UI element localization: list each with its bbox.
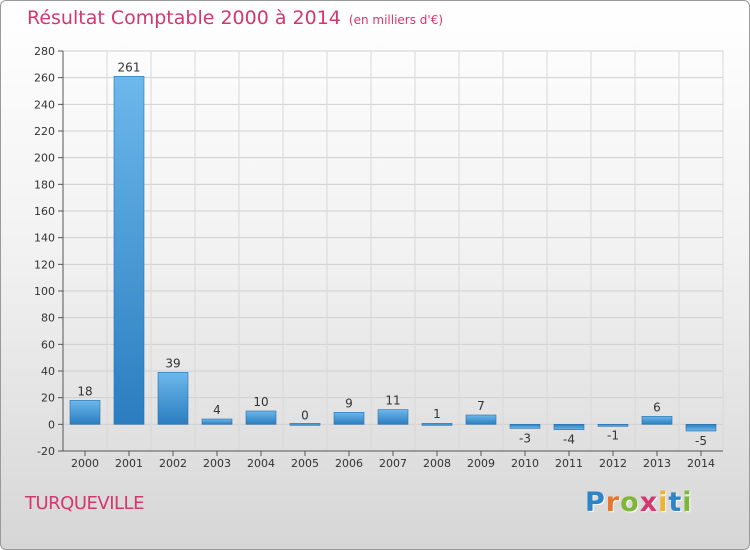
x-tick-label: 2002: [159, 457, 187, 470]
x-tick-label: 2009: [467, 457, 495, 470]
value-label: 39: [165, 356, 180, 370]
bar-2007: [377, 409, 409, 425]
bar-2003: [201, 418, 233, 425]
y-tick-label: 140: [34, 232, 55, 245]
bar-2009: [465, 414, 497, 425]
bar-2000: [69, 400, 101, 425]
logo-letter: P: [585, 487, 606, 518]
x-tick-label: 2008: [423, 457, 451, 470]
axes: -200204060801001201401601802002202402602…: [34, 45, 723, 470]
x-tick-label: 2003: [203, 457, 231, 470]
y-tick-label: -20: [37, 445, 55, 458]
value-label: -3: [519, 431, 531, 445]
bar-2011: [553, 424, 585, 430]
bar-2002: [157, 372, 189, 425]
value-label: 6: [653, 400, 661, 414]
bars: [69, 76, 717, 432]
value-label: 11: [385, 394, 400, 408]
x-tick-label: 2001: [115, 457, 143, 470]
y-tick-label: 260: [34, 72, 55, 85]
value-label: 261: [118, 60, 141, 74]
bar-2010: [509, 424, 541, 429]
y-tick-label: 40: [41, 365, 55, 378]
bar-2006: [333, 412, 365, 425]
y-tick-label: 0: [48, 418, 55, 431]
bar-2001: [113, 76, 145, 425]
y-tick-label: 160: [34, 205, 55, 218]
value-label: 9: [345, 396, 353, 410]
x-tick-label: 2013: [643, 457, 671, 470]
logo-letter: o: [620, 487, 640, 518]
logo-letter: r: [605, 487, 621, 518]
x-tick-label: 2014: [687, 457, 715, 470]
y-tick-label: 280: [34, 45, 55, 58]
x-tick-label: 2012: [599, 457, 627, 470]
logo-letter: i: [682, 487, 693, 518]
y-tick-label: 20: [41, 392, 55, 405]
y-tick-label: 100: [34, 285, 55, 298]
value-label: 0: [301, 408, 309, 422]
city-name: TURQUEVILLE: [25, 493, 144, 514]
value-label: 1: [433, 407, 441, 421]
x-tick-label: 2006: [335, 457, 363, 470]
value-label: -5: [695, 434, 707, 448]
chart-title-text: Résultat Comptable 2000 à 2014: [27, 7, 341, 29]
y-tick-label: 80: [41, 312, 55, 325]
logo-letter: t: [668, 487, 683, 518]
x-tick-label: 2005: [291, 457, 319, 470]
y-tick-label: 180: [34, 178, 55, 191]
bar-2008: [421, 423, 453, 426]
bar-2004: [245, 410, 277, 425]
x-tick-label: 2004: [247, 457, 275, 470]
bar-2005: [289, 423, 321, 426]
x-tick-label: 2000: [71, 457, 99, 470]
value-label: -1: [607, 429, 619, 443]
y-tick-label: 240: [34, 98, 55, 111]
chart-title: Résultat Comptable 2000 à 2014 (en millie…: [27, 7, 443, 29]
value-label: 18: [77, 384, 92, 398]
chart-subtitle: (en milliers d'€): [348, 13, 444, 27]
value-label: -4: [563, 433, 575, 447]
logo-letter: i: [658, 487, 669, 518]
logo-letter: x: [639, 487, 659, 518]
value-label: 10: [253, 395, 268, 409]
x-tick-label: 2011: [555, 457, 583, 470]
x-tick-label: 2007: [379, 457, 407, 470]
value-label: 7: [477, 399, 485, 413]
y-tick-label: 60: [41, 338, 55, 351]
bar-2014: [685, 424, 717, 432]
y-tick-label: 220: [34, 125, 55, 138]
y-tick-label: 200: [34, 152, 55, 165]
x-tick-label: 2010: [511, 457, 539, 470]
value-label: 4: [213, 403, 221, 417]
bar-2012: [597, 424, 629, 427]
proxiti-logo: Proxiti: [585, 487, 693, 518]
bar-2013: [641, 416, 673, 425]
y-tick-label: 120: [34, 258, 55, 271]
